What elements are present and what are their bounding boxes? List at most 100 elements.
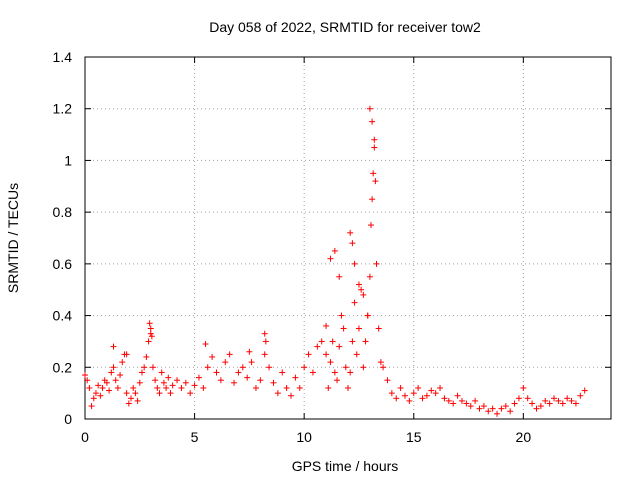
data-point bbox=[88, 403, 95, 410]
data-point bbox=[217, 377, 224, 384]
data-point bbox=[132, 390, 139, 397]
data-point bbox=[130, 384, 137, 391]
data-point bbox=[360, 291, 367, 298]
data-point bbox=[106, 387, 113, 394]
data-point bbox=[323, 322, 330, 329]
y-tick-label: 0.6 bbox=[53, 256, 73, 272]
data-point bbox=[345, 384, 351, 391]
data-point bbox=[502, 403, 509, 410]
data-point bbox=[437, 384, 444, 391]
data-point bbox=[336, 273, 343, 280]
data-point bbox=[148, 333, 155, 340]
data-point bbox=[296, 384, 303, 391]
data-point bbox=[136, 379, 143, 386]
data-point bbox=[309, 369, 316, 376]
data-point bbox=[327, 359, 334, 366]
data-point bbox=[141, 364, 148, 371]
data-point bbox=[235, 369, 242, 376]
x-tick-label: 10 bbox=[296, 429, 312, 445]
data-point bbox=[160, 379, 167, 386]
data-point bbox=[266, 364, 273, 371]
data-point bbox=[458, 397, 465, 404]
data-point bbox=[134, 397, 141, 404]
data-point bbox=[463, 400, 470, 407]
data-point bbox=[432, 390, 439, 397]
data-point bbox=[156, 390, 163, 397]
data-point bbox=[158, 369, 165, 376]
data-point bbox=[182, 379, 189, 386]
data-point bbox=[369, 118, 376, 125]
data-point bbox=[555, 397, 562, 404]
data-point bbox=[261, 351, 268, 358]
data-point bbox=[125, 400, 132, 407]
data-point bbox=[524, 395, 531, 402]
data-point bbox=[108, 369, 115, 376]
data-point bbox=[239, 364, 246, 371]
data-point bbox=[347, 369, 354, 376]
y-tick-label: 0.8 bbox=[53, 204, 73, 220]
data-point bbox=[370, 170, 377, 177]
data-point bbox=[410, 390, 417, 397]
data-point bbox=[92, 390, 99, 397]
axis-ticks: 0 0.2 0.4 0.6 0.8 1 1.2 1.4 0 5 10 15 20 bbox=[53, 49, 611, 445]
data-point bbox=[340, 325, 347, 332]
data-point bbox=[372, 178, 379, 185]
data-point bbox=[325, 384, 332, 391]
data-point bbox=[314, 343, 321, 350]
data-point bbox=[494, 410, 501, 417]
data-point bbox=[351, 299, 358, 306]
data-point bbox=[476, 405, 483, 412]
y-tick-label: 1.4 bbox=[53, 49, 73, 65]
data-point bbox=[336, 343, 343, 350]
plot-frame bbox=[84, 56, 612, 420]
data-point bbox=[95, 382, 102, 389]
y-tick-label: 1 bbox=[64, 152, 72, 168]
data-point bbox=[323, 351, 330, 358]
data-point bbox=[154, 384, 161, 391]
x-tick-label: 20 bbox=[516, 429, 532, 445]
y-axis-label: SRMTID / TECUs bbox=[5, 183, 21, 293]
data-point bbox=[226, 351, 233, 358]
data-point bbox=[397, 384, 404, 391]
data-point bbox=[145, 338, 152, 345]
data-point bbox=[366, 105, 373, 112]
data-point bbox=[351, 260, 358, 267]
data-point bbox=[270, 379, 277, 386]
data-point bbox=[355, 325, 362, 332]
data-point bbox=[551, 395, 558, 402]
data-point bbox=[371, 136, 378, 143]
data-point bbox=[355, 281, 362, 288]
data-point bbox=[112, 377, 119, 384]
data-point bbox=[327, 255, 334, 262]
data-point bbox=[568, 397, 575, 404]
data-point bbox=[146, 320, 153, 327]
data-point bbox=[231, 379, 238, 386]
data-point bbox=[393, 395, 400, 402]
data-point bbox=[252, 384, 259, 391]
data-point bbox=[334, 377, 341, 384]
data-point bbox=[305, 351, 312, 358]
data-point bbox=[577, 392, 584, 399]
data-point bbox=[401, 392, 408, 399]
data-points bbox=[82, 105, 588, 417]
data-point bbox=[489, 405, 496, 412]
data-point bbox=[152, 377, 159, 384]
data-point bbox=[123, 390, 130, 397]
data-point bbox=[349, 338, 356, 345]
data-point bbox=[84, 377, 91, 384]
data-point bbox=[342, 364, 349, 371]
chart-title: Day 058 of 2022, SRMTID for receiver tow… bbox=[209, 19, 481, 35]
x-axis-label: GPS time / hours bbox=[292, 458, 399, 474]
data-point bbox=[174, 377, 181, 384]
data-point bbox=[445, 397, 452, 404]
data-point bbox=[110, 364, 117, 371]
data-point bbox=[515, 395, 522, 402]
data-point bbox=[167, 390, 174, 397]
data-point bbox=[423, 392, 430, 399]
data-point bbox=[147, 330, 154, 337]
data-point bbox=[384, 377, 391, 384]
data-point bbox=[353, 351, 360, 358]
data-point bbox=[349, 240, 356, 247]
data-point bbox=[244, 374, 251, 381]
